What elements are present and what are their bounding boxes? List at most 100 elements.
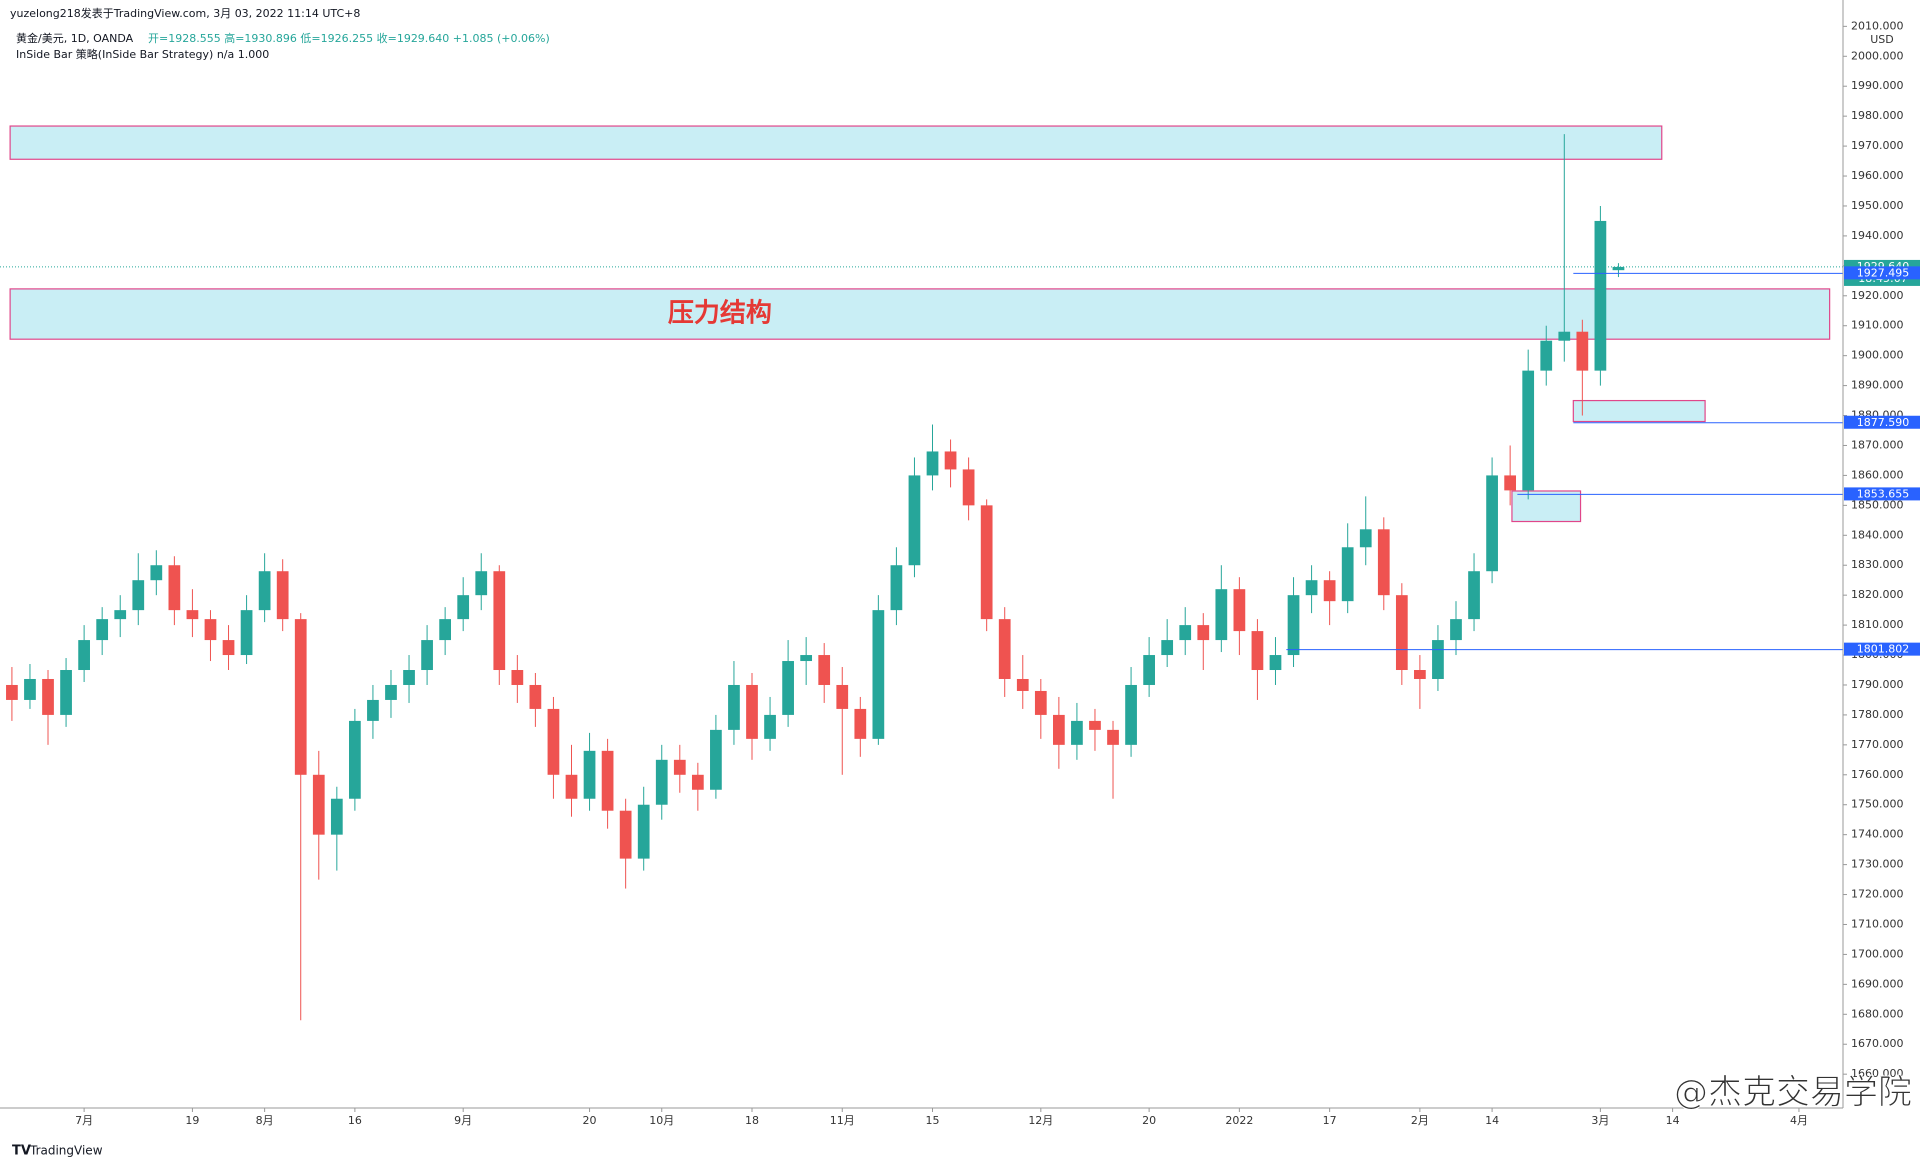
candle-body (1053, 714, 1065, 745)
y-tick-label: 1680.000 (1851, 1007, 1904, 1020)
zone (9, 125, 1663, 160)
x-tick-label: 4月 (1790, 1114, 1808, 1127)
currency: USD (1870, 33, 1894, 46)
candle-body (6, 684, 18, 700)
x-tick-label: 8月 (256, 1114, 274, 1127)
candle-body (96, 619, 109, 641)
x-tick-label: 19 (185, 1114, 199, 1127)
candle-body (403, 670, 415, 685)
candle-body (764, 714, 776, 739)
candle-body (1612, 266, 1625, 271)
candle-body (1594, 220, 1607, 371)
candle-body (1287, 595, 1300, 656)
y-tick-label: 1840.000 (1851, 528, 1904, 541)
price-level-tag (1844, 415, 1920, 429)
author-line: yuzelong218发表于TradingView.com, 3月 03, 20… (10, 6, 360, 20)
zone (1572, 399, 1706, 423)
y-tick-label: 1990.000 (1851, 79, 1904, 92)
y-tick-label: 1690.000 (1851, 977, 1904, 990)
y-tick-label: 1670.000 (1851, 1037, 1904, 1050)
candle-body (908, 475, 921, 566)
strategy: InSide Bar 策略(InSide Bar Strategy) n/a 1… (16, 47, 269, 61)
price-level-label: 1877.590 (1857, 416, 1910, 429)
candle-body (349, 720, 361, 799)
y-tick-label: 1970.000 (1851, 139, 1904, 152)
candle-body (421, 640, 433, 671)
candle-body (493, 571, 506, 671)
price-level-tag (1844, 266, 1920, 280)
candle-body (782, 661, 794, 715)
candle-body (944, 451, 957, 470)
candle-body (1161, 640, 1174, 656)
y-tick-label: 1820.000 (1851, 588, 1904, 601)
candle-body (1432, 640, 1444, 679)
y-tick-label: 1700.000 (1851, 947, 1904, 960)
candle-body (150, 565, 163, 581)
x-tick-label: 12月 (1028, 1114, 1053, 1127)
y-tick-label: 1890.000 (1851, 379, 1904, 392)
y-tick-label: 1830.000 (1851, 558, 1904, 571)
x-tick-label: 2022 (1225, 1114, 1253, 1127)
candle-body (1215, 589, 1228, 641)
x-tick-label: 15 (926, 1114, 940, 1127)
candle-body (1233, 589, 1246, 632)
candle-body (673, 759, 686, 775)
y-tick-label: 1730.000 (1851, 858, 1904, 871)
brand-logo: TV (12, 1144, 31, 1159)
candle-body (800, 655, 813, 662)
candle-body (1034, 690, 1047, 715)
x-tick-label: 10月 (649, 1114, 674, 1127)
candle-body (1377, 529, 1390, 596)
candle-body (890, 565, 903, 611)
candle-body (132, 580, 145, 611)
candle-body (60, 670, 72, 715)
candle-body (746, 684, 758, 739)
candle-body (258, 571, 271, 611)
candle-body (168, 565, 181, 611)
x-tick-label: 16 (348, 1114, 362, 1127)
price-level-label: 1853.655 (1857, 487, 1910, 500)
candle-body (475, 571, 488, 596)
y-tick-label: 2000.000 (1851, 49, 1904, 62)
candle-body (1143, 655, 1155, 685)
candle-body (980, 505, 993, 620)
y-tick-label: 1750.000 (1851, 798, 1904, 811)
candle-body (619, 810, 632, 859)
candle-body (1016, 678, 1029, 691)
y-tick-label: 1900.000 (1851, 349, 1904, 362)
y-tick-label: 1950.000 (1851, 199, 1904, 212)
candle-body (728, 684, 740, 730)
y-tick-label: 1770.000 (1851, 738, 1904, 751)
candle-body (1305, 580, 1318, 596)
symbol: 黄金/美元, 1D, OANDA (16, 31, 134, 45)
candle-body (1540, 340, 1553, 371)
candle-body (24, 678, 36, 700)
y-tick-label: 1660.000 (1851, 1067, 1904, 1080)
y-tick-label: 1760.000 (1851, 768, 1904, 781)
candle-body (312, 774, 325, 835)
candle-body (854, 708, 867, 739)
zone (1511, 490, 1582, 523)
candle-body (547, 708, 560, 775)
candle-body (42, 678, 54, 715)
candle-body (962, 469, 975, 506)
x-tick-label: 17 (1323, 1114, 1337, 1127)
candle-body (114, 610, 127, 620)
candle-body (926, 451, 939, 476)
candle-body (710, 729, 722, 790)
y-tick-label: 1980.000 (1851, 109, 1904, 122)
candle-body (186, 610, 199, 620)
candle-body (691, 774, 704, 790)
candle-body (1251, 631, 1264, 671)
candle-body (78, 640, 90, 671)
candle-body (204, 619, 217, 641)
price-level-tag (1844, 642, 1920, 656)
y-tick-label: 1870.000 (1851, 438, 1904, 451)
candle-body (439, 619, 452, 641)
candle-body (1125, 684, 1137, 745)
x-tick-label: 18 (745, 1114, 759, 1127)
x-tick-label: 3月 (1591, 1114, 1609, 1127)
y-tick-label: 1860.000 (1851, 468, 1904, 481)
candle-body (330, 798, 343, 835)
